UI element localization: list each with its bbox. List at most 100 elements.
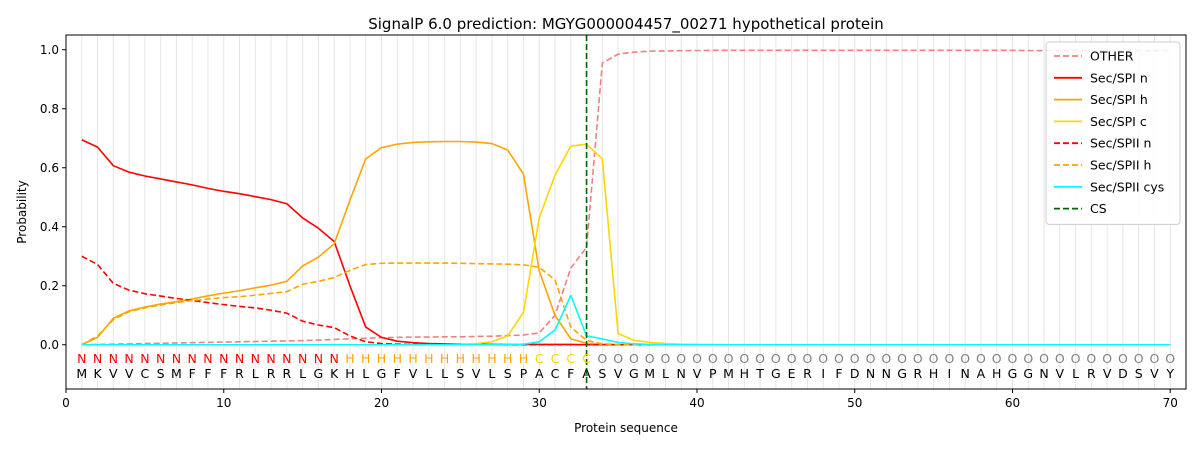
sequence-letter: N bbox=[677, 366, 686, 381]
annotation-letter: O bbox=[866, 351, 876, 366]
y-tick-label: 0.4 bbox=[40, 220, 59, 234]
annotation-letter: N bbox=[219, 351, 228, 366]
annotation-letter: C bbox=[582, 351, 591, 366]
sequence-letter: L bbox=[441, 366, 448, 381]
annotation-letter: N bbox=[124, 351, 133, 366]
annotation-letter: O bbox=[1023, 351, 1033, 366]
annotation-letter: O bbox=[1165, 351, 1175, 366]
legend-label: CS bbox=[1090, 201, 1107, 216]
plot-frame bbox=[65, 34, 1187, 390]
annotation-letter: O bbox=[992, 351, 1002, 366]
annotation-letter: H bbox=[440, 351, 449, 366]
x-tick-label: 40 bbox=[689, 396, 704, 410]
annotation-letter: O bbox=[818, 351, 828, 366]
sequence-letter: L bbox=[362, 366, 369, 381]
x-tick-label: 20 bbox=[374, 396, 389, 410]
annotation-letter: O bbox=[881, 351, 891, 366]
annotation-letter: H bbox=[345, 351, 354, 366]
annotation-letter: O bbox=[1008, 351, 1018, 366]
series-line-sec-spii-h bbox=[81, 262, 1171, 346]
annotation-letter: O bbox=[897, 351, 907, 366]
sequence-letter: V bbox=[1103, 366, 1112, 381]
sequence-letter: L bbox=[488, 366, 495, 381]
sequence-letter: F bbox=[204, 366, 211, 381]
sequence-letter: T bbox=[755, 366, 764, 381]
legend-label: Sec/SPII h bbox=[1090, 158, 1151, 173]
series-line-other bbox=[81, 49, 1171, 346]
legend-label: Sec/SPI c bbox=[1090, 114, 1147, 129]
series-line-sec-spii-cys bbox=[81, 294, 1171, 346]
x-axis-ticks: 0 10 20 30 40 50 60 70 bbox=[62, 389, 1178, 410]
sequence-letter: V bbox=[1150, 366, 1159, 381]
sequence-letter: P bbox=[520, 366, 528, 381]
annotation-letter: O bbox=[613, 351, 623, 366]
sequence-letter: A bbox=[977, 366, 986, 381]
annotation-letter: O bbox=[629, 351, 639, 366]
sequence-letter: V bbox=[472, 366, 481, 381]
annotation-letter: O bbox=[597, 351, 607, 366]
sequence-letter: F bbox=[189, 366, 196, 381]
sequence-letter: L bbox=[1072, 366, 1079, 381]
sequence-letter: V bbox=[109, 366, 118, 381]
series-line-sec-spi-h bbox=[81, 140, 1171, 346]
series-line-sec-spi-c bbox=[81, 143, 1171, 346]
annotation-letter: O bbox=[692, 351, 702, 366]
x-tick-label: 50 bbox=[847, 396, 862, 410]
annotation-letter: O bbox=[1150, 351, 1160, 366]
sequence-letter: Y bbox=[1165, 366, 1174, 381]
annotation-letter: N bbox=[156, 351, 165, 366]
annotation-letter: O bbox=[1118, 351, 1128, 366]
sequence-letter: G bbox=[377, 366, 387, 381]
y-tick-label: 1.0 bbox=[40, 43, 59, 57]
annotation-letter: O bbox=[976, 351, 986, 366]
annotation-letter: H bbox=[408, 351, 417, 366]
annotation-letter: N bbox=[140, 351, 149, 366]
annotation-letter: H bbox=[393, 351, 402, 366]
annotation-letter: N bbox=[251, 351, 260, 366]
series-line-sec-spii-n bbox=[81, 255, 1171, 346]
sequence-letter: N bbox=[882, 366, 891, 381]
annotation-letter: O bbox=[1134, 351, 1144, 366]
sequence-letter: H bbox=[929, 366, 938, 381]
sequence-letter: G bbox=[897, 366, 907, 381]
sequence-letter: F bbox=[394, 366, 401, 381]
annotation-letter: N bbox=[314, 351, 323, 366]
sequence-letter: R bbox=[267, 366, 276, 381]
annotation-letter: N bbox=[282, 351, 291, 366]
x-tick-label: 10 bbox=[216, 396, 231, 410]
sequence-letter: N bbox=[1039, 366, 1048, 381]
sequence-letter: M bbox=[723, 366, 734, 381]
annotation-letter: H bbox=[487, 351, 496, 366]
annotation-letter: H bbox=[456, 351, 465, 366]
annotation-letter: C bbox=[566, 351, 575, 366]
sequence-letter: G bbox=[771, 366, 781, 381]
legend: OTHER Sec/SPI n Sec/SPI h Sec/SPI c Sec/SPII… bbox=[1045, 41, 1181, 225]
sequence-letter: K bbox=[330, 366, 339, 381]
annotation-letter: O bbox=[802, 351, 812, 366]
sequence-letter: A bbox=[582, 366, 591, 381]
sequence-letter: S bbox=[456, 366, 464, 381]
sequence-letter: N bbox=[960, 366, 969, 381]
sequence-letter: I bbox=[948, 366, 952, 381]
annotation-letter: O bbox=[676, 351, 686, 366]
x-tick-label: 60 bbox=[1005, 396, 1020, 410]
sequence-letter: V bbox=[693, 366, 702, 381]
sequence-letter: H bbox=[345, 366, 354, 381]
annotation-letter: O bbox=[787, 351, 797, 366]
legend-label: Sec/SPI n bbox=[1090, 70, 1148, 85]
sequence-letter: P bbox=[709, 366, 717, 381]
legend-label: Sec/SPI h bbox=[1090, 92, 1148, 107]
x-axis-label: Protein sequence bbox=[574, 421, 678, 435]
sequence-letter: F bbox=[835, 366, 842, 381]
sequence-letter: C bbox=[551, 366, 560, 381]
sequence-letter: G bbox=[629, 366, 639, 381]
y-tick-label: 0.8 bbox=[40, 102, 59, 116]
sequence-letter: S bbox=[504, 366, 512, 381]
annotation-letter: O bbox=[1055, 351, 1065, 366]
sequence-letter: D bbox=[1118, 366, 1128, 381]
sequence-letter: L bbox=[299, 366, 306, 381]
sequence-letter: N bbox=[866, 366, 875, 381]
sequence-letter: R bbox=[913, 366, 922, 381]
